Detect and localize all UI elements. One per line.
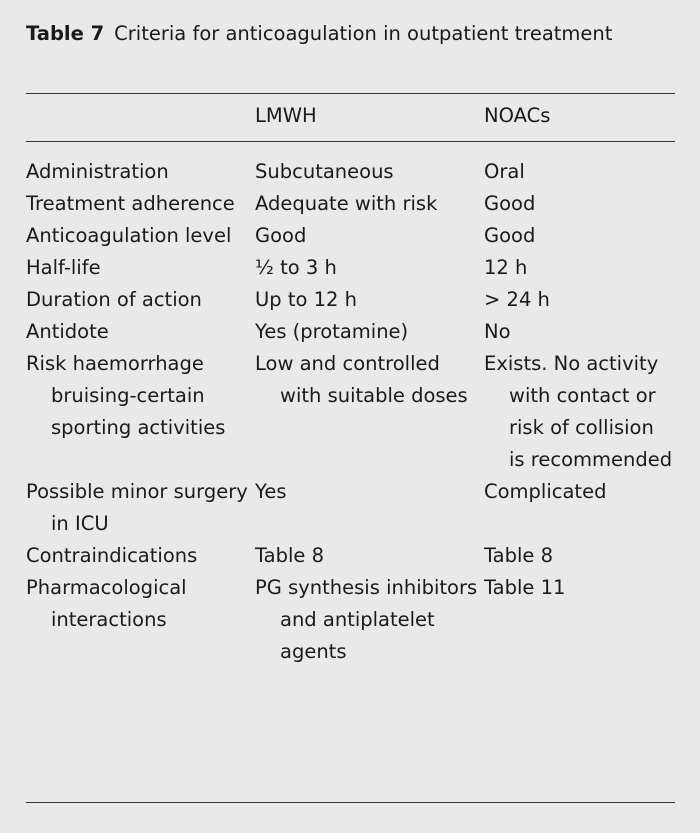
noacs-cell: 12 h <box>484 252 675 284</box>
lmwh-cell: Low and controlled with suitable doses <box>255 348 484 476</box>
row-label: Possible minor surgery in ICU <box>26 476 255 540</box>
cell-text: Good <box>484 224 536 247</box>
cell-text: Yes <box>255 480 287 503</box>
cell-text: Half-life <box>26 256 101 279</box>
lmwh-cell: Good <box>255 220 484 252</box>
table-row: Anticoagulation level Good Good <box>26 220 675 252</box>
row-label: Pharmacological interactions <box>26 572 255 668</box>
criteria-table: LMWH NOACs Administration Subcutaneous Ora… <box>26 100 675 668</box>
table-row: Treatment adherence Adequate with risk Goo… <box>26 188 675 220</box>
lmwh-cell: Yes <box>255 476 484 540</box>
lmwh-cell: Subcutaneous <box>255 140 484 188</box>
cell-text: Exists. No activity with contact or risk… <box>484 352 673 471</box>
table-row: Possible minor surgery in ICU Yes Complica… <box>26 476 675 540</box>
row-label: Contraindications <box>26 540 255 572</box>
cell-text: Yes (protamine) <box>255 320 409 343</box>
row-label: Half-life <box>26 252 255 284</box>
lmwh-cell: Adequate with risk <box>255 188 484 220</box>
lmwh-cell: Table 8 <box>255 540 484 572</box>
row-label: Anticoagulation level <box>26 220 255 252</box>
top-rule <box>26 93 675 94</box>
header-cell-noacs: NOACs <box>484 104 551 127</box>
cell-text: Pharmacological interactions <box>26 576 187 631</box>
noacs-cell: Table 11 <box>484 572 675 668</box>
noacs-cell: Good <box>484 220 675 252</box>
table-label: Table 7 <box>26 22 105 45</box>
cell-text: Table 8 <box>484 544 554 567</box>
table-row: Pharmacological interactions PG synthesis… <box>26 572 675 668</box>
table-row: Duration of action Up to 12 h > 24 h <box>26 284 675 316</box>
noacs-cell: Exists. No activity with contact or risk… <box>484 348 675 476</box>
row-label: Duration of action <box>26 284 255 316</box>
cell-text: Possible minor surgery in ICU <box>26 480 248 535</box>
lmwh-cell: Up to 12 h <box>255 284 484 316</box>
table-header-row: LMWH NOACs <box>26 100 675 140</box>
cell-text: Low and controlled with suitable doses <box>255 352 468 407</box>
table-row: Risk haemorrhage bruising-certain sporti… <box>26 348 675 476</box>
table-row: Antidote Yes (protamine) No <box>26 316 675 348</box>
cell-text: Table 8 <box>255 544 325 567</box>
cell-text: ½ to 3 h <box>255 256 337 279</box>
row-label: Administration <box>26 140 255 188</box>
cell-text: Adequate with risk <box>255 192 438 215</box>
cell-text: Subcutaneous <box>255 160 394 183</box>
lmwh-cell: Yes (protamine) <box>255 316 484 348</box>
cell-text: Contraindications <box>26 544 198 567</box>
table-row: Contraindications Table 8 Table 8 <box>26 540 675 572</box>
cell-text: Table 11 <box>484 576 566 599</box>
cell-text: Duration of action <box>26 288 202 311</box>
cell-text: Treatment adherence <box>26 192 235 215</box>
cell-text: Complicated <box>484 480 607 503</box>
table-title: Criteria for anticoagulation in outpatie… <box>114 22 613 45</box>
cell-text: Oral <box>484 160 525 183</box>
cell-text: Good <box>255 224 307 247</box>
noacs-cell: Table 8 <box>484 540 675 572</box>
noacs-cell: No <box>484 316 675 348</box>
noacs-cell: > 24 h <box>484 284 675 316</box>
header-cell-lmwh: LMWH <box>255 104 317 127</box>
cell-text: 12 h <box>484 256 528 279</box>
cell-text: Anticoagulation level <box>26 224 232 247</box>
lmwh-cell: PG synthesis inhibitors and antiplatelet… <box>255 572 484 668</box>
lmwh-cell: ½ to 3 h <box>255 252 484 284</box>
cell-text: No <box>484 320 511 343</box>
row-label: Antidote <box>26 316 255 348</box>
header-cell <box>26 100 255 140</box>
cell-text: Up to 12 h <box>255 288 357 311</box>
cell-text: Risk haemorrhage bruising-certain sporti… <box>26 352 226 439</box>
bottom-rule <box>26 802 675 803</box>
cell-text: Antidote <box>26 320 109 343</box>
row-label: Risk haemorrhage bruising-certain sporti… <box>26 348 255 476</box>
table-row: Administration Subcutaneous Oral <box>26 140 675 188</box>
noacs-cell: Complicated <box>484 476 675 540</box>
header-rule <box>26 141 675 142</box>
cell-text: Administration <box>26 160 169 183</box>
cell-text: Good <box>484 192 536 215</box>
cell-text: > 24 h <box>484 288 550 311</box>
table-row: Half-life ½ to 3 h 12 h <box>26 252 675 284</box>
noacs-cell: Good <box>484 188 675 220</box>
cell-text: PG synthesis inhibitors and antiplatelet… <box>255 576 478 663</box>
table-caption: Table 7 Criteria for anticoagulation in o… <box>26 18 676 50</box>
row-label: Treatment adherence <box>26 188 255 220</box>
noacs-cell: Oral <box>484 140 675 188</box>
